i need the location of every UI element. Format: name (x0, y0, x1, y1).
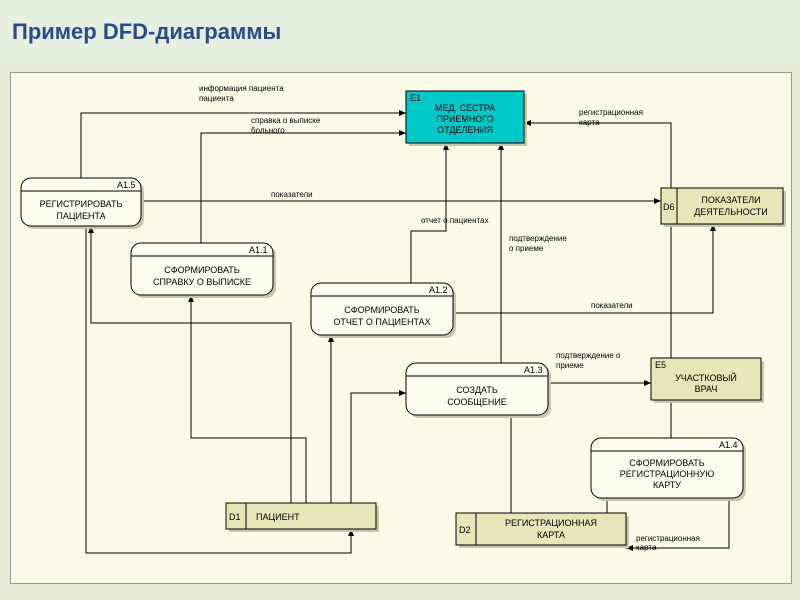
entity-e1: Е1 МЕД. СЕСТРА ПРИЕМНОГО ОТДЕЛЕНИЯ (406, 91, 527, 146)
svg-text:D2: D2 (459, 525, 471, 535)
svg-text:подтверждение: подтверждение (509, 234, 567, 243)
dfd-svg: информация пациента пациента справка о в… (11, 73, 791, 583)
svg-text:справка о выписке: справка о выписке (251, 116, 321, 125)
edge-info-patient (81, 113, 406, 178)
edge-indicators2 (453, 224, 713, 313)
title-band: Пример DFD-диаграммы (0, 0, 800, 64)
edge-label: информация пациента (199, 84, 284, 93)
svg-text:СФОРМИРОВАТЬ: СФОРМИРОВАТЬ (629, 458, 705, 468)
svg-text:СООБЩЕНИЕ: СООБЩЕНИЕ (447, 397, 507, 407)
svg-text:пациента: пациента (199, 94, 234, 103)
process-a15: А1.5 РЕГИСТРИРОВАТЬ ПАЦИЕНТА (21, 178, 144, 229)
svg-text:А1.2: А1.2 (429, 285, 448, 295)
svg-text:СФОРМИРОВАТЬ: СФОРМИРОВАТЬ (344, 305, 420, 315)
svg-text:карта: карта (579, 118, 600, 127)
svg-text:показатели: показатели (591, 301, 633, 310)
svg-text:показатели: показатели (271, 190, 313, 199)
svg-text:ОТДЕЛЕНИЯ: ОТДЕЛЕНИЯ (437, 125, 493, 135)
svg-text:регистрационная: регистрационная (636, 534, 700, 543)
svg-text:ДЕЯТЕЛЬНОСТИ: ДЕЯТЕЛЬНОСТИ (694, 207, 768, 217)
svg-text:подтверждение о: подтверждение о (556, 351, 621, 360)
svg-text:УЧАСТКОВЫЙ: УЧАСТКОВЫЙ (675, 372, 737, 383)
edge-a13-d2 (481, 415, 511, 517)
svg-text:КАРТУ: КАРТУ (653, 480, 681, 490)
svg-text:РЕГИСТРИРОВАТЬ: РЕГИСТРИРОВАТЬ (40, 199, 123, 209)
store-d2: D2 РЕГИСТРАЦИОННАЯ КАРТА (456, 513, 629, 548)
process-a13: А1.3 СОЗДАТЬ СООБЩЕНИЕ (406, 363, 551, 418)
svg-text:РЕГИСТРАЦИОННАЯ: РЕГИСТРАЦИОННАЯ (505, 518, 597, 528)
edge-discharge (201, 133, 406, 243)
svg-text:Е1: Е1 (410, 93, 421, 103)
process-a11: А1.1 СФОРМИРОВАТЬ СПРАВКУ О ВЫПИСКЕ (131, 243, 276, 298)
svg-text:ПАЦИЕНТ: ПАЦИЕНТ (256, 512, 300, 522)
svg-text:ВРАЧ: ВРАЧ (695, 384, 718, 394)
svg-text:отчет о пациентах: отчет о пациентах (421, 216, 489, 225)
svg-text:карта: карта (636, 543, 657, 552)
svg-text:РЕГИСТРАЦИОННУЮ: РЕГИСТРАЦИОННУЮ (620, 469, 714, 479)
svg-text:А1.4: А1.4 (719, 440, 738, 450)
svg-text:ПРИЕМНОГО: ПРИЕМНОГО (436, 114, 493, 124)
svg-text:КАРТА: КАРТА (537, 530, 565, 540)
store-d6: D6 ПОКАЗАТЕЛИ ДЕЯТЕЛЬНОСТИ (661, 188, 786, 227)
process-a12: А1.2 СФОРМИРОВАТЬ ОТЧЕТ О ПАЦИЕНТАХ (311, 283, 456, 338)
svg-text:ОТЧЕТ О ПАЦИЕНТАХ: ОТЧЕТ О ПАЦИЕНТАХ (333, 317, 430, 327)
svg-text:А1.3: А1.3 (524, 365, 543, 375)
svg-text:МЕД. СЕСТРА: МЕД. СЕСТРА (435, 103, 495, 113)
svg-text:ПАЦИЕНТА: ПАЦИЕНТА (56, 211, 105, 221)
svg-text:А1.5: А1.5 (117, 180, 136, 190)
diagram-canvas: информация пациента пациента справка о в… (10, 72, 792, 584)
svg-text:больного: больного (251, 126, 285, 135)
svg-text:СПРАВКУ О ВЫПИСКЕ: СПРАВКУ О ВЫПИСКЕ (153, 277, 251, 287)
svg-text:ПОКАЗАТЕЛИ: ПОКАЗАТЕЛИ (701, 195, 760, 205)
edge-d1-a13 (351, 393, 406, 503)
svg-text:СФОРМИРОВАТЬ: СФОРМИРОВАТЬ (164, 265, 240, 275)
store-d1: D1 ПАЦИЕНТ (226, 503, 379, 532)
edge-d1-a11 (191, 295, 306, 503)
svg-text:Е5: Е5 (655, 360, 666, 370)
svg-text:D6: D6 (663, 202, 675, 212)
svg-text:регистрационная: регистрационная (579, 108, 643, 117)
svg-text:о приеме: о приеме (509, 244, 544, 253)
svg-text:СОЗДАТЬ: СОЗДАТЬ (456, 385, 498, 395)
svg-text:А1.1: А1.1 (249, 245, 268, 255)
entity-e5: Е5 УЧАСТКОВЫЙ ВРАЧ (651, 358, 764, 403)
svg-text:D1: D1 (229, 512, 241, 522)
page-title: Пример DFD-диаграммы (12, 19, 281, 45)
svg-text:приеме: приеме (556, 361, 584, 370)
process-a14: А1.4 СФОРМИРОВАТЬ РЕГИСТРАЦИОННУЮ КАРТУ (591, 438, 746, 501)
